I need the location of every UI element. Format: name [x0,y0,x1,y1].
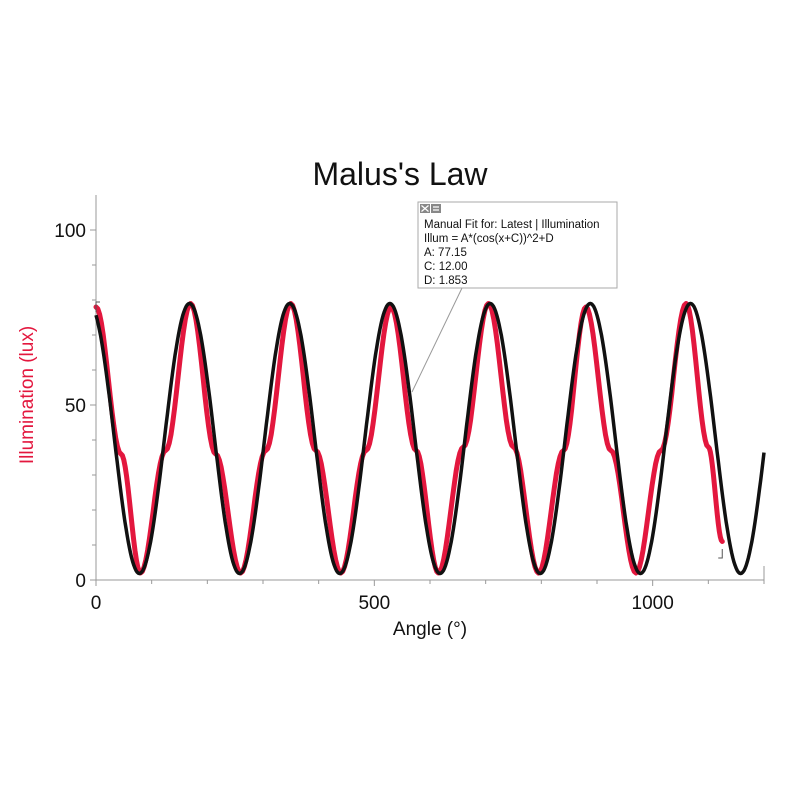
fit-equation: Illum = A*(cos(x+C))^2+D [424,233,554,245]
fit-annotation-box[interactable]: Manual Fit for: Latest | Illumination Il… [411,201,618,393]
fit-box-frame [417,201,618,289]
x-tick-label: 1000 [632,593,674,614]
close-icon-glyph [421,205,429,212]
y-tick-label: 0 [75,571,86,592]
y-tick-label: 100 [54,221,86,242]
options-icon-glyph [433,206,439,211]
fit-title: Manual Fit for: Latest | Illumination [424,219,600,231]
x-axis-title: Angle (°) [393,619,467,640]
x-tick-label: 0 [91,593,102,614]
range-bracket-start[interactable] [95,301,100,312]
series-manual-fit-line [94,301,766,576]
x-tick-label: 500 [358,593,390,614]
chart-title: Malus's Law [312,156,488,192]
fit-param-d: D: 1.853 [424,275,467,287]
y-axis-ticks: 0 50 100 [54,221,96,592]
y-tick-label: 50 [65,396,86,417]
x-axis-ticks: 0 500 1000 [91,580,765,614]
fit-leader-line [411,287,463,393]
y-axis-title: Illumination (lux) [17,326,38,464]
fit-param-a: A: 77.15 [424,247,467,259]
fit-param-c: C: 12.00 [424,261,467,273]
range-bracket-end[interactable] [718,549,723,559]
series-layer [93,301,766,576]
options-icon[interactable] [431,204,441,213]
